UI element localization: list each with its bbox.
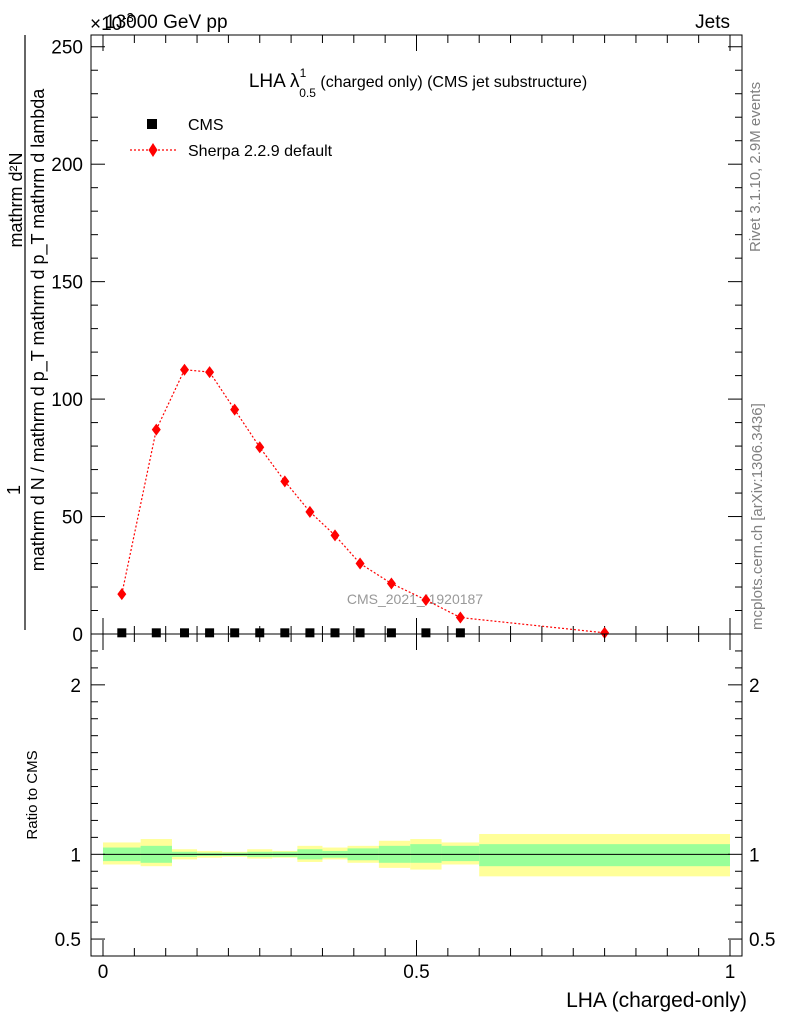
sherpa-point <box>117 588 127 601</box>
sherpa-point <box>151 423 161 436</box>
side-text-top: Rivet 3.1.10, 2.9M events <box>747 82 764 252</box>
cms-point <box>230 628 240 638</box>
ratio-ytick-label: 2 <box>70 676 81 697</box>
cms-point <box>205 628 215 638</box>
main-ytick-label: 150 <box>51 273 83 294</box>
legend-sherpa-label: Sherpa 2.2.9 default <box>188 143 333 160</box>
main-ytick-label: 0 <box>72 625 83 646</box>
cms-point <box>117 628 127 638</box>
cms-point <box>330 628 340 638</box>
sherpa-point <box>355 557 365 570</box>
side-text-bottom: mcplots.cern.ch [arXiv:1306.3436] <box>749 403 766 630</box>
ratio-panel: 0.5 0.5 1 1 2 2 <box>55 633 775 957</box>
ratio-ytick-label-right: 2 <box>749 676 760 697</box>
x-tick-label: 1 <box>725 962 736 983</box>
cms-point <box>255 628 265 638</box>
x-tick-labels: 0 0.5 1 <box>98 962 736 983</box>
sherpa-point <box>305 505 315 518</box>
sherpa-point <box>330 529 340 542</box>
main-ticks: 0 50 100 150 200 250 <box>51 35 742 646</box>
x-tick-label: 0 <box>98 962 109 983</box>
sherpa-point <box>421 593 431 606</box>
cms-point <box>355 628 365 638</box>
sherpa-point <box>386 577 396 590</box>
cms-point <box>421 628 431 638</box>
sherpa-point <box>205 366 215 379</box>
main-panel: 0 50 100 150 200 250 <box>51 34 743 646</box>
legend-cms-marker <box>147 119 157 129</box>
ratio-ytick-label: 0.5 <box>55 930 81 951</box>
x-axis-label: LHA (charged-only) <box>566 989 747 1012</box>
sherpa-point <box>600 626 610 639</box>
main-ytick-label: 250 <box>51 38 83 59</box>
watermark: CMS_2021_I1920187 <box>347 591 483 607</box>
cms-point <box>151 628 161 638</box>
ratio-frame <box>90 633 743 957</box>
sherpa-point <box>280 475 290 488</box>
legend-cms-label: CMS <box>188 117 224 134</box>
ratio-bands <box>103 833 730 877</box>
cms-point <box>455 628 465 638</box>
ratio-band-inner <box>410 844 442 863</box>
ratio-ytick-label: 1 <box>70 845 81 866</box>
ratio-ylabel: Ratio to CMS <box>24 750 41 839</box>
exponent-label: ×10-3 <box>90 10 134 35</box>
ylabel-denominator: mathrm d N / mathrm d p_T mathrm d p_T m… <box>28 88 49 571</box>
x-tick-label: 0.5 <box>403 962 429 983</box>
cms-point <box>305 628 315 638</box>
sherpa-point <box>180 363 190 376</box>
cms-point <box>386 628 396 638</box>
sherpa-point <box>255 441 265 454</box>
ratio-ytick-label-right: 1 <box>749 845 760 866</box>
header-right-title: Jets <box>695 12 730 33</box>
ratio-ytick-label-right: 0.5 <box>749 930 775 951</box>
ratio-band-inner <box>479 844 730 867</box>
cms-point <box>180 628 190 638</box>
legend-sherpa-marker <box>148 143 158 157</box>
cms-series <box>117 628 465 638</box>
ylabel-numerator: mathrm d²N <box>6 152 26 247</box>
plot-title: LHA λ1 0.5 (charged only) (CMS jet substr… <box>249 66 587 100</box>
sherpa-series <box>117 363 610 639</box>
ylabel-prefix: 1 <box>4 485 24 495</box>
ratio-band-inner <box>441 845 480 862</box>
main-ytick-label: 50 <box>62 508 83 529</box>
sherpa-point <box>230 403 240 416</box>
main-ylabel: 1 mathrm d²N mathrm d N / mathrm d p_T m… <box>4 35 49 630</box>
main-ytick-label: 100 <box>51 390 83 411</box>
cms-point <box>280 628 290 638</box>
main-ytick-label: 200 <box>51 155 83 176</box>
ratio-ticks: 0.5 0.5 1 1 2 2 <box>55 634 775 956</box>
sherpa-point <box>455 611 465 624</box>
sherpa-line <box>121 369 605 634</box>
header-left-title: 13000 GeV pp <box>105 12 228 33</box>
